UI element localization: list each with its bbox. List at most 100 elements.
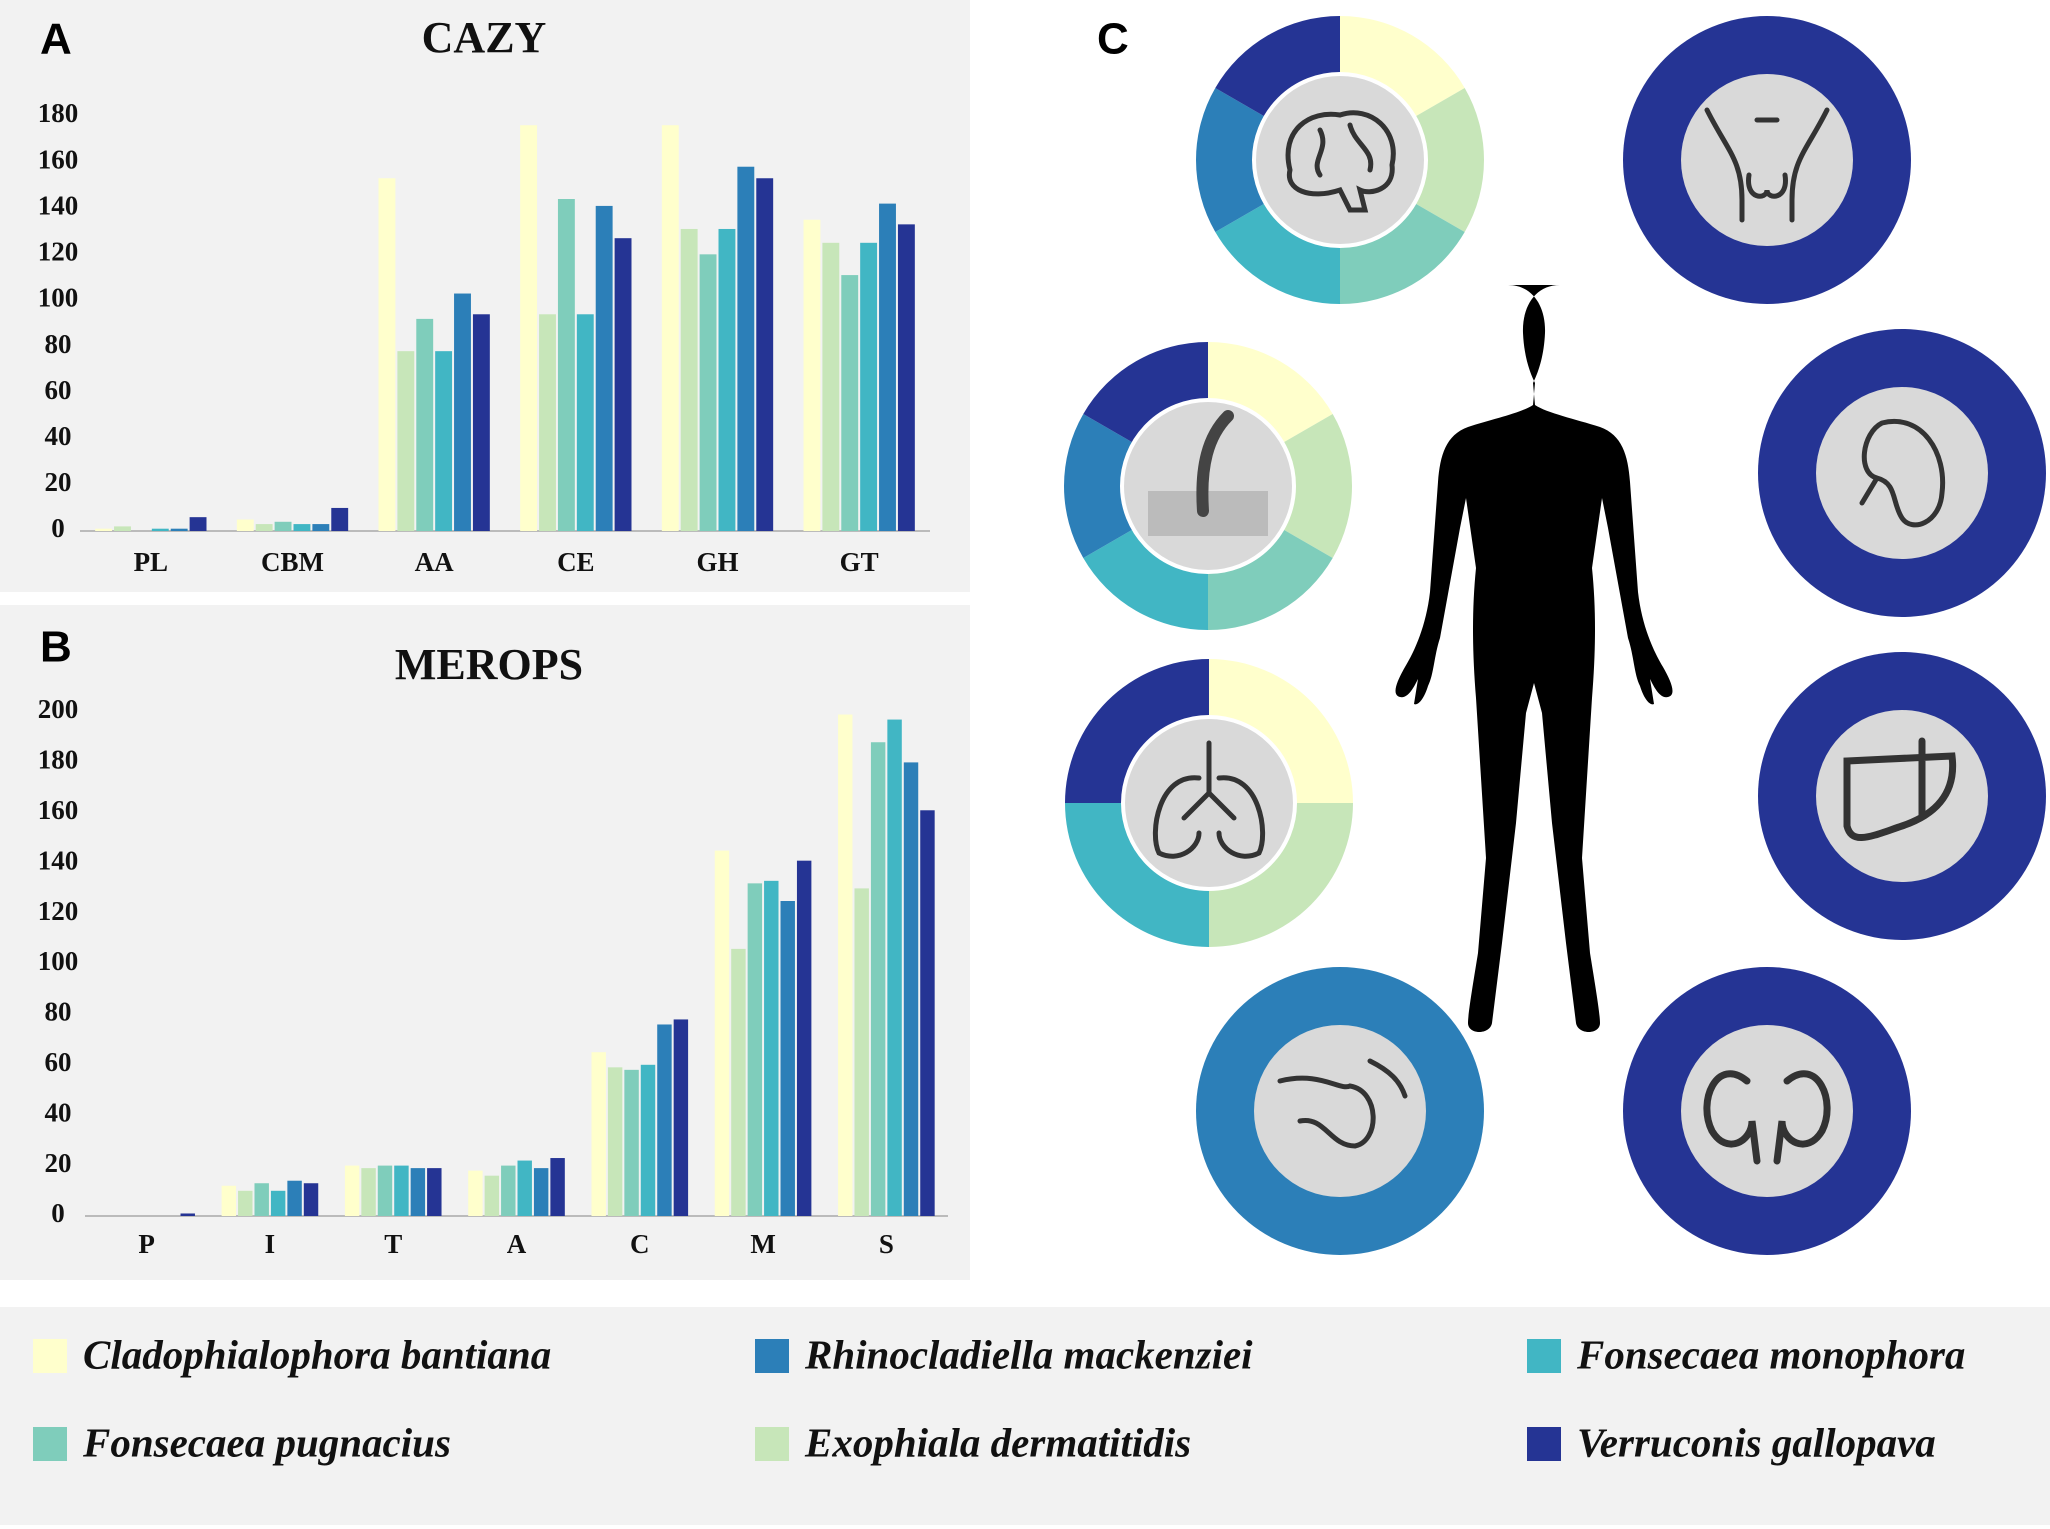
y-tick-label: 120: [38, 237, 79, 267]
x-tick-label: P: [138, 1229, 155, 1259]
donut-segment: [1215, 203, 1340, 304]
x-tick-label: C: [630, 1229, 650, 1259]
organ-bg: [1681, 74, 1853, 246]
bar: [879, 203, 896, 531]
y-tick-label: 140: [38, 845, 79, 875]
bar: [680, 228, 698, 531]
bar: [484, 1175, 500, 1216]
bar: [254, 1183, 269, 1216]
y-tick-label: 60: [45, 375, 72, 405]
x-tick-label: M: [750, 1229, 775, 1259]
bar: [377, 1165, 393, 1216]
organ-bg: [1254, 1025, 1426, 1197]
x-tick-label: A: [507, 1229, 527, 1259]
legend-label: Exophiala dermatitidis: [804, 1419, 1191, 1465]
bar: [624, 1069, 639, 1216]
bar: [435, 351, 453, 531]
legend-label: Rhinocladiella mackenziei: [804, 1331, 1253, 1377]
bar: [737, 166, 755, 531]
x-tick-label: S: [879, 1229, 894, 1259]
x-tick-label: GH: [696, 547, 738, 577]
bar: [170, 528, 188, 531]
bar: [410, 1168, 426, 1216]
bar: [520, 125, 538, 531]
bar: [180, 1213, 195, 1216]
human-silhouette: [1395, 285, 1673, 1032]
bar: [468, 1170, 483, 1216]
bar: [595, 205, 613, 531]
x-tick-label: GT: [840, 547, 879, 577]
bar: [841, 275, 859, 531]
bar: [287, 1180, 302, 1216]
bar: [860, 242, 878, 532]
bar: [312, 524, 330, 531]
x-tick-label: CBM: [261, 547, 324, 577]
bar: [897, 224, 915, 531]
organ-donut: [1758, 329, 2046, 617]
bar: [838, 714, 853, 1216]
donut-segment: [1209, 803, 1353, 947]
organ-bg: [1816, 710, 1988, 882]
donut-segment: [1064, 414, 1134, 558]
organ-icon: [1277, 1058, 1408, 1149]
organ-icon: [1704, 107, 1830, 223]
bar: [361, 1168, 376, 1216]
organ-donut: [1623, 967, 1911, 1255]
donut-segment: [1282, 414, 1352, 558]
bar: [718, 228, 736, 531]
panel-label: A: [40, 15, 72, 64]
y-tick-label: 100: [38, 283, 79, 313]
chart-title: CAZY: [422, 13, 547, 62]
bar: [640, 1064, 656, 1216]
x-tick-label: I: [265, 1229, 276, 1259]
organ-icon: [1843, 737, 1957, 842]
bar: [780, 901, 795, 1216]
bar: [661, 125, 679, 531]
panel-label: B: [40, 623, 72, 672]
bar: [331, 507, 349, 531]
bar: [221, 1185, 237, 1216]
bar: [394, 1165, 409, 1216]
bar: [303, 1183, 319, 1216]
organ-donut: [1064, 342, 1352, 630]
bar: [764, 880, 779, 1216]
bar: [731, 948, 746, 1216]
organ-bg: [1816, 387, 1988, 559]
organ-donut: [1623, 16, 1911, 304]
legend-label: Fonsecaea monophora: [1576, 1331, 1965, 1377]
organ-icon: [1196, 410, 1234, 517]
legend-swatch: [755, 1339, 789, 1373]
y-tick-label: 160: [38, 795, 79, 825]
y-tick-label: 0: [51, 1198, 65, 1228]
y-tick-label: 0: [51, 513, 65, 543]
bar: [747, 883, 763, 1216]
organ-icon: [1859, 419, 1946, 528]
bar: [903, 762, 919, 1216]
organ-donut: [1065, 659, 1353, 947]
legend-swatch: [33, 1339, 67, 1373]
legend-label: Fonsecaea pugnacius: [82, 1419, 451, 1465]
panel-label: C: [1097, 15, 1129, 64]
organ-icon: [1152, 740, 1266, 859]
x-tick-label: T: [384, 1229, 402, 1259]
y-tick-label: 60: [45, 1047, 72, 1077]
chart-title: MEROPS: [395, 640, 583, 689]
bar: [854, 888, 869, 1216]
y-tick-label: 140: [38, 190, 79, 220]
y-tick-label: 20: [45, 1148, 72, 1178]
bar: [614, 238, 632, 531]
donut-segment: [1414, 88, 1485, 232]
y-tick-label: 80: [45, 997, 72, 1027]
y-tick-label: 40: [45, 1097, 72, 1127]
y-tick-label: 80: [45, 329, 72, 359]
organ-bg: [1252, 72, 1428, 248]
bar: [920, 810, 935, 1216]
bar: [274, 521, 292, 531]
bar: [472, 314, 490, 531]
y-tick-label: 20: [45, 467, 72, 497]
bar: [151, 528, 169, 531]
bar: [427, 1168, 442, 1216]
legend-swatch: [755, 1427, 789, 1461]
bar: [822, 242, 840, 532]
